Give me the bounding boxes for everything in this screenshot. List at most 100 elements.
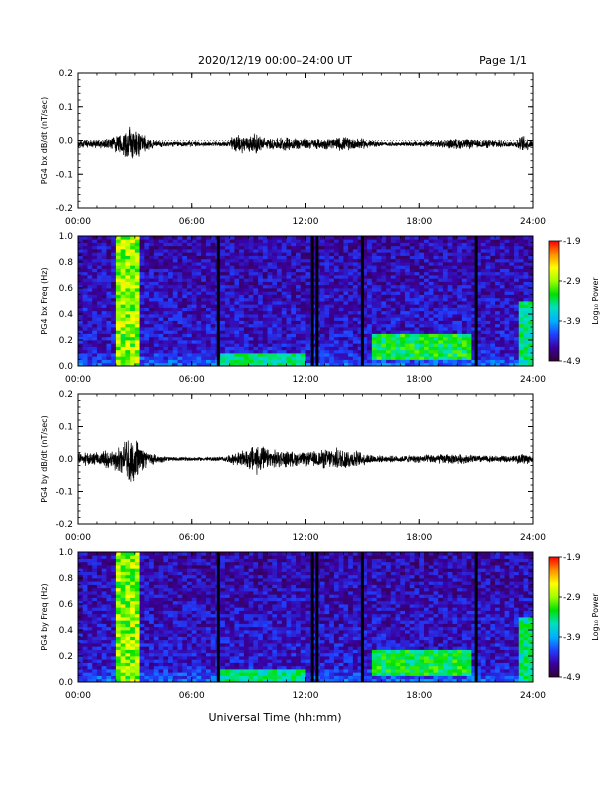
spectrogram-cell — [324, 323, 330, 328]
spectrogram-cell — [191, 242, 197, 247]
spectrogram-cell — [248, 353, 254, 357]
spectrogram-cell — [281, 317, 287, 321]
spectrogram-cell — [101, 613, 107, 618]
spectrogram-cell — [115, 327, 122, 331]
spectrogram-cell — [324, 271, 330, 276]
spectrogram-cell — [343, 249, 349, 253]
spectrogram-cell — [130, 340, 136, 344]
spectrogram-cell — [163, 242, 169, 247]
spectrogram-cell — [144, 340, 150, 344]
spectrogram-cell — [518, 333, 524, 338]
spectrogram-cell — [92, 591, 98, 595]
spectrogram-cell — [139, 307, 145, 312]
spectrogram-cell — [267, 252, 273, 256]
spectrogram-cell — [485, 236, 491, 240]
spectrogram-cell — [125, 356, 131, 360]
spectrogram-cell — [130, 291, 136, 295]
spectrogram-cell — [130, 636, 136, 641]
spectrogram-cell — [101, 281, 107, 286]
spectrogram-cell — [438, 239, 444, 243]
spectrogram-cell — [471, 336, 477, 341]
spectrogram-cell — [504, 284, 510, 289]
spectrogram-cell — [191, 310, 197, 315]
spectrogram-cell — [163, 571, 169, 576]
y-tick-label: -0.1 — [55, 170, 73, 180]
spectrogram-cell — [357, 327, 363, 331]
spectrogram-cell — [134, 310, 141, 315]
spectrogram-cell — [329, 271, 335, 276]
spectrogram-cell — [153, 591, 159, 595]
spectrogram-cell — [253, 353, 259, 357]
spectrogram-cell — [220, 242, 226, 247]
spectrogram-cell — [338, 271, 344, 276]
spectrogram-cell — [400, 340, 406, 344]
spectrogram-cell — [480, 258, 486, 263]
spectrogram-cell — [243, 333, 250, 338]
spectrogram-cell — [405, 307, 411, 312]
spectrogram-cell — [352, 327, 359, 331]
spectrogram-cell — [296, 297, 302, 302]
spectrogram-cell — [115, 649, 122, 654]
spectrogram-cell — [457, 307, 463, 312]
spectrogram-cell — [158, 578, 164, 582]
spectrogram-cell — [499, 340, 505, 344]
spectrogram-cell — [101, 349, 107, 354]
spectrogram-cell — [130, 284, 136, 289]
spectrogram-cell — [187, 262, 193, 266]
spectrogram-cell — [210, 268, 216, 273]
spectrogram-cell — [485, 258, 491, 263]
spectrogram-cell — [272, 271, 278, 276]
spectrogram-cell — [386, 255, 392, 260]
spectrogram-cell — [423, 268, 430, 273]
spectrogram-cell — [191, 281, 197, 286]
spectrogram-cell — [495, 359, 501, 364]
spectrogram-cell — [281, 249, 287, 253]
spectrogram-cell — [348, 281, 354, 286]
spectrogram-cell — [300, 281, 306, 286]
spectrogram-cell — [461, 359, 468, 364]
spectrogram-cell — [296, 359, 302, 364]
spectrogram-cell — [438, 301, 444, 305]
spectrogram-cell — [106, 349, 112, 354]
spectrogram-cell — [277, 310, 283, 315]
spectrogram-cell — [182, 239, 188, 243]
spectrogram-cell — [414, 310, 420, 315]
spectrogram-cell — [139, 291, 145, 295]
spectrogram-cell — [224, 262, 231, 266]
spectrogram-cell — [471, 310, 477, 315]
spectrogram-cell — [405, 278, 411, 282]
spectrogram-cell — [352, 336, 359, 341]
spectrogram-cell — [528, 336, 534, 341]
spectrogram-cell — [490, 333, 496, 338]
spectrogram-cell — [442, 320, 449, 325]
spectrogram-cell — [305, 242, 311, 247]
spectrogram-cell — [115, 294, 122, 299]
spectrogram-cell — [395, 284, 401, 289]
spectrogram-cell — [499, 333, 505, 338]
spectrogram-cell — [82, 613, 88, 618]
spectrogram-cell — [367, 353, 373, 357]
spectrogram-cell — [286, 278, 292, 282]
spectrogram-cell — [224, 304, 231, 308]
spectrogram-cell — [291, 327, 297, 331]
x-tick-label: 00:00 — [65, 217, 91, 227]
spectrogram-cell — [168, 255, 174, 260]
spectrogram-cell — [153, 258, 159, 263]
spectrogram-cell — [149, 249, 155, 253]
spectrogram-cell — [461, 323, 468, 328]
spectrogram-cell — [371, 343, 377, 347]
spectrogram-cell — [229, 362, 235, 367]
spectrogram-cell — [96, 578, 103, 582]
spectrogram-cell — [111, 275, 117, 279]
spectrogram-cell — [229, 333, 235, 338]
spectrogram-cell — [409, 265, 415, 269]
spectrogram-cell — [78, 275, 84, 279]
spectrogram-cell — [205, 284, 212, 289]
spectrogram-cell — [305, 281, 311, 286]
spectrogram-cell — [324, 239, 330, 243]
spectrogram-cell — [324, 340, 330, 344]
spectrogram-cell — [139, 317, 145, 321]
spectrogram-cell — [134, 333, 141, 338]
spectrogram-cell — [168, 320, 174, 325]
spectrogram-cell — [267, 239, 273, 243]
